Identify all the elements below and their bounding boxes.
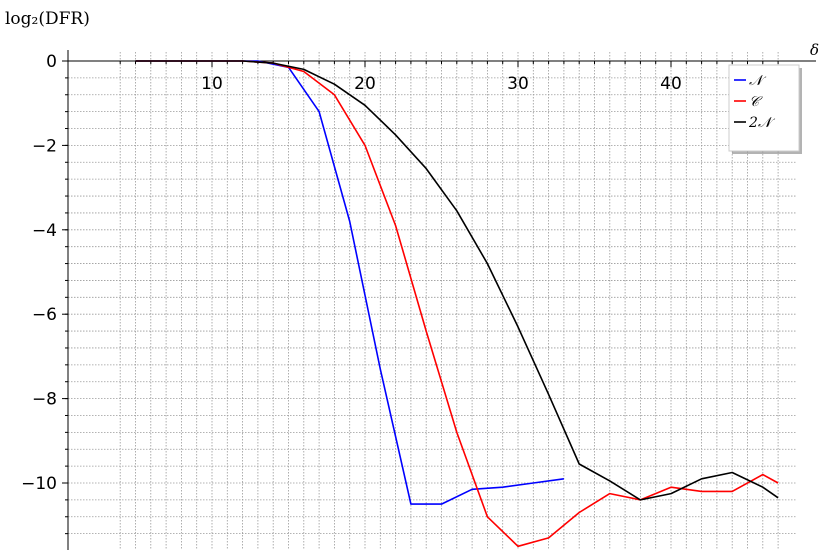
y-tick-label: −2 <box>32 136 57 156</box>
x-axis-label: δ <box>810 41 819 59</box>
y-tick-label: −4 <box>32 221 57 241</box>
grid <box>68 52 796 550</box>
y-tick-label: −10 <box>21 474 57 494</box>
y-tick-label: −8 <box>32 390 57 410</box>
x-tick-label: 30 <box>507 74 529 94</box>
y-tick-label: 0 <box>46 52 57 72</box>
axes <box>67 50 816 550</box>
y-axis-label: log₂(DFR) <box>5 9 90 29</box>
x-tick-label: 40 <box>660 74 682 94</box>
legend-label: 2𝒩 <box>748 115 776 131</box>
x-tick-label: 10 <box>201 74 223 94</box>
x-tick-label: 20 <box>354 74 376 94</box>
y-tick-label: −6 <box>32 305 57 325</box>
series <box>135 60 779 548</box>
ticks: 10 20 30 40 0 −2 −4 −6 −8 −10 <box>21 52 779 552</box>
legend-box <box>728 64 800 152</box>
series-line-3 <box>135 60 779 501</box>
